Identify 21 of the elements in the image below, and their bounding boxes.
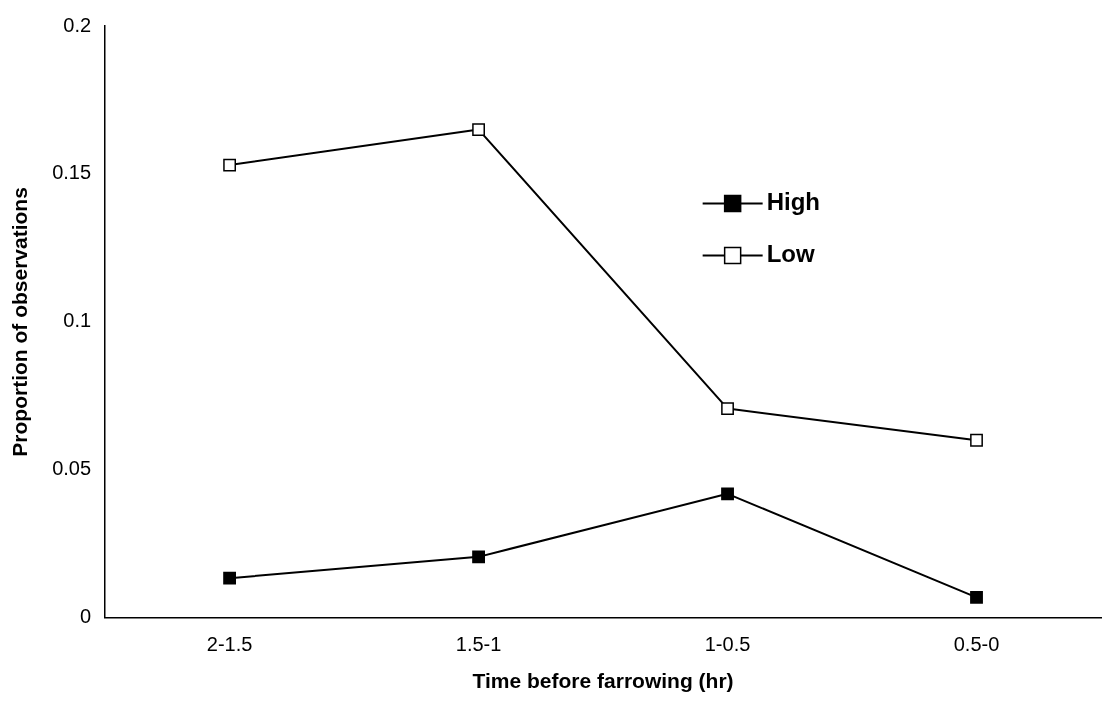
y-tick-label: 0.15: [52, 161, 92, 184]
x-tick-label: 2-1.5: [206, 633, 253, 656]
legend-label: Low: [766, 240, 815, 268]
point: [970, 433, 983, 447]
x-tick-label: 1.5-1: [455, 633, 502, 656]
point: [970, 590, 983, 604]
point: [472, 550, 485, 564]
point: [721, 487, 734, 501]
point: [721, 402, 734, 416]
x-tick-label: 0.5-0: [953, 633, 1000, 656]
legend-label: High: [766, 188, 820, 216]
point: [223, 571, 237, 585]
point: [223, 158, 237, 172]
point: [472, 123, 485, 136]
x-tick-label: 1-0.5: [704, 633, 751, 656]
x-axis-title: Time before farrowing (hr): [472, 669, 734, 693]
y-tick-label: 0: [80, 605, 92, 628]
y-axis-title: Proportion of observations: [8, 187, 32, 457]
y-tick-label: 0.1: [63, 309, 92, 332]
y-tick-label: 0.2: [63, 13, 92, 36]
y-tick-label: 0.05: [52, 457, 92, 480]
